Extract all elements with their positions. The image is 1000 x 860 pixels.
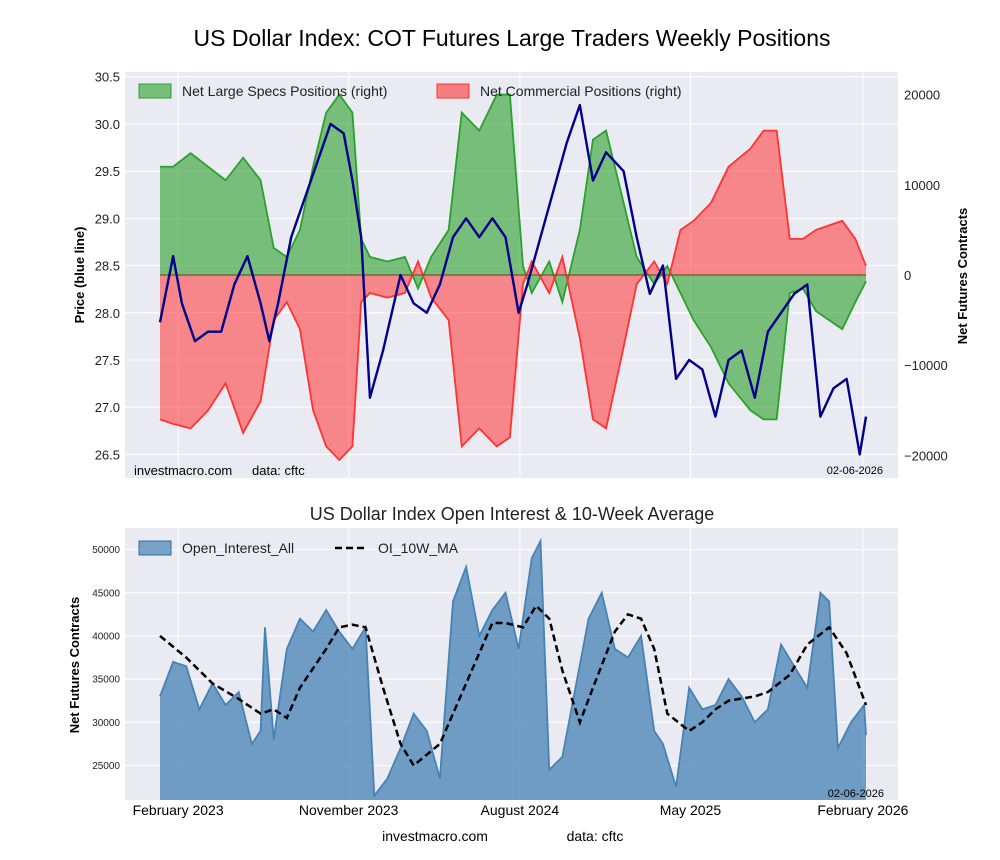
open-interest-area-fill xyxy=(160,540,866,800)
top-right-tick-label: −10000 xyxy=(904,358,948,373)
bottom-chart-date-stamp: 02-06-2026 xyxy=(828,788,884,800)
bottom-tick-label: 45000 xyxy=(92,588,120,599)
legend-swatch-commercial xyxy=(436,83,470,99)
legend-label-open-interest: Open_Interest_All xyxy=(182,540,294,556)
legend-label-large-specs: Net Large Specs Positions (right) xyxy=(182,83,387,99)
top-left-tick-label: 30.5 xyxy=(95,70,120,85)
commercial-area-outline xyxy=(159,129,867,462)
bottom-x-tick-label: February 2026 xyxy=(817,802,908,818)
bottom-tick-label: 35000 xyxy=(92,675,120,686)
top-left-tick-label: 27.5 xyxy=(95,353,120,368)
legend-swatch-open-interest xyxy=(138,540,172,556)
bottom-tick-label: 50000 xyxy=(92,545,120,556)
price-line-path xyxy=(158,103,868,456)
bottom-tick-label: 30000 xyxy=(92,718,120,729)
bottom-chart-areas xyxy=(159,537,868,800)
legend-label-oi-ma: OI_10W_MA xyxy=(378,540,459,556)
top-chart-left-axis-label: Price (blue line) xyxy=(72,227,87,324)
top-left-tick-label: 26.5 xyxy=(95,447,120,462)
bottom-tick-label: 25000 xyxy=(92,761,120,772)
bottom-chart-axis-label: Net Futures Contracts xyxy=(67,597,82,734)
top-right-tick-label: 0 xyxy=(904,268,911,283)
top-chart-price-line xyxy=(158,103,868,456)
top-chart-source-data: data: cftc xyxy=(252,463,305,478)
top-chart-ticks: 26.5 27.0 27.5 28.0 28.5 29.0 29.5 30.0 30.5 −200… xyxy=(95,70,948,464)
top-chart-right-axis-label: Net Futures Contracts xyxy=(955,208,970,345)
bottom-tick-label: 40000 xyxy=(92,631,120,642)
top-right-tick-label: −20000 xyxy=(904,448,948,463)
top-right-tick-label: 10000 xyxy=(904,178,940,193)
top-left-tick-label: 27.0 xyxy=(95,400,120,415)
footer-source-data: data: cftc xyxy=(567,828,624,844)
commercial-area-fill xyxy=(160,130,866,460)
top-left-tick-label: 30.0 xyxy=(95,117,120,132)
top-chart-title: US Dollar Index: COT Futures Large Trade… xyxy=(193,25,830,51)
top-left-tick-label: 29.0 xyxy=(95,211,120,226)
legend-swatch-large-specs xyxy=(138,83,172,99)
bottom-chart-ticks: 25000 30000 35000 40000 45000 50000 February 2… xyxy=(92,545,908,818)
top-chart-source-site: investmacro.com xyxy=(134,463,232,478)
top-left-tick-label: 28.0 xyxy=(95,306,120,321)
bottom-x-tick-label: February 2023 xyxy=(133,802,224,818)
bottom-x-tick-label: May 2025 xyxy=(660,802,722,818)
top-left-tick-label: 28.5 xyxy=(95,259,120,274)
bottom-chart-title: US Dollar Index Open Interest & 10-Week … xyxy=(310,504,715,524)
top-left-tick-label: 29.5 xyxy=(95,164,120,179)
bottom-x-tick-label: November 2023 xyxy=(299,802,399,818)
footer-source-site: investmacro.com xyxy=(382,828,488,844)
large-specs-area-fill xyxy=(160,94,866,420)
top-chart-date-stamp: 02-06-2026 xyxy=(827,465,883,477)
open-interest-area-outline xyxy=(159,537,867,799)
top-right-tick-label: 20000 xyxy=(904,88,940,103)
bottom-x-tick-label: August 2024 xyxy=(481,802,560,818)
legend-label-commercial: Net Commercial Positions (right) xyxy=(480,83,682,99)
